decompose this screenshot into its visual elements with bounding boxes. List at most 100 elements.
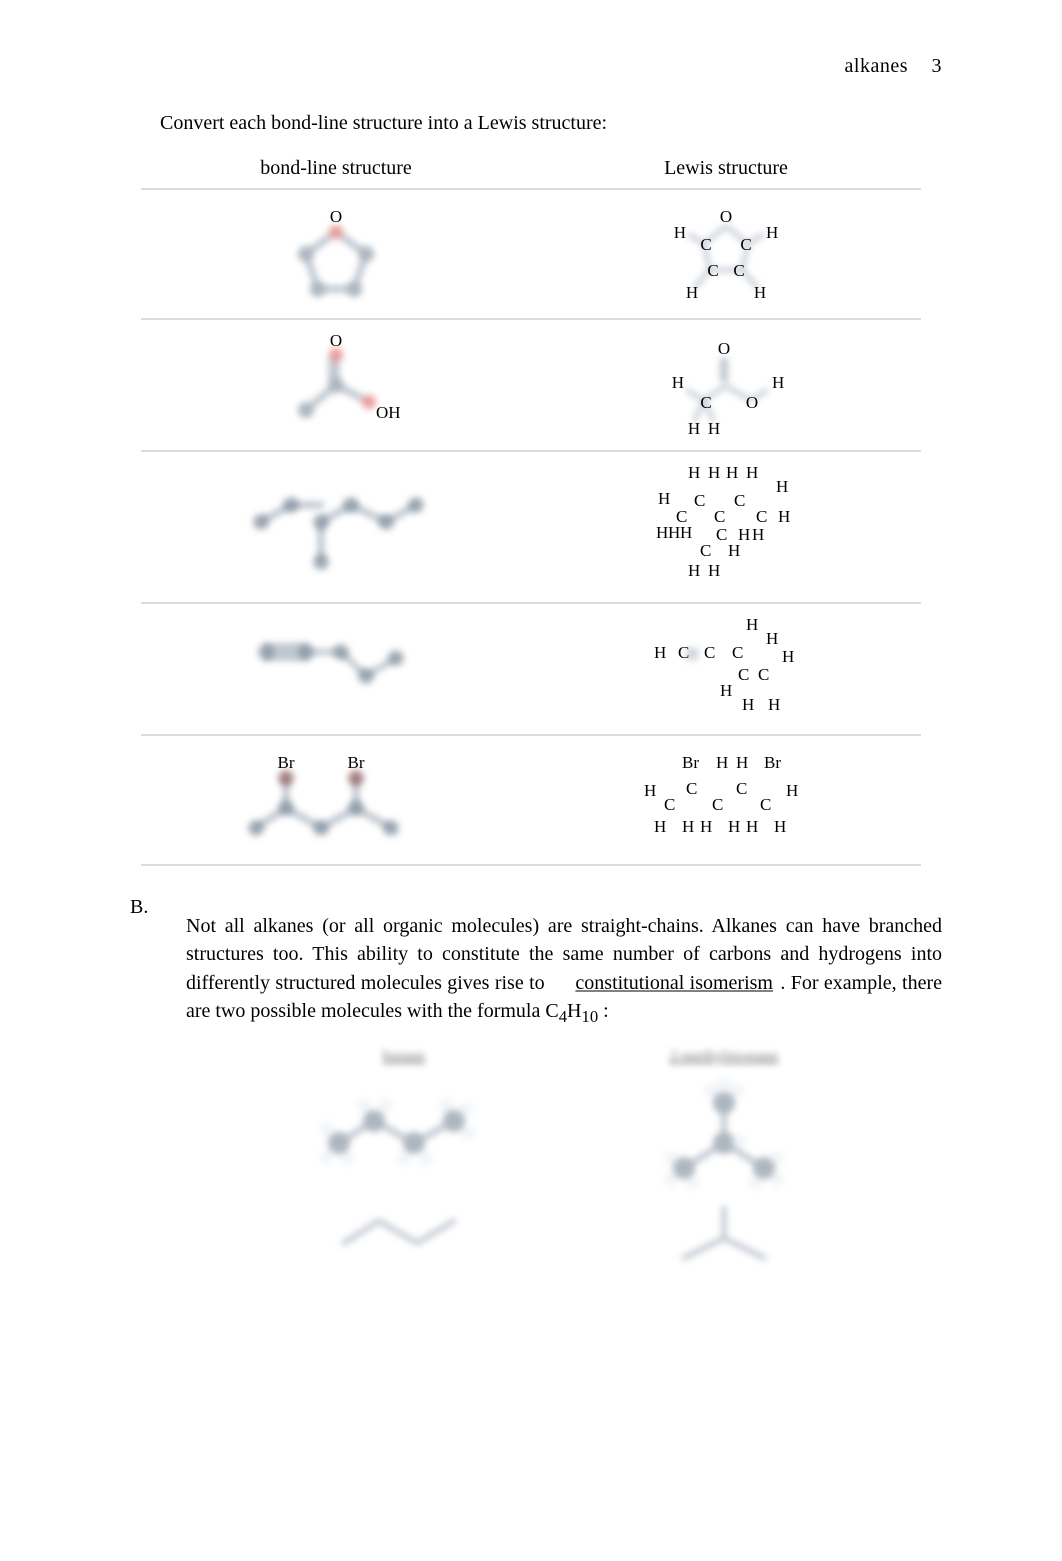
col-header-bondline: bond-line structure [141, 153, 531, 190]
svg-text:C: C [740, 235, 751, 254]
svg-text:C: C [700, 393, 711, 412]
svg-text:H: H [746, 817, 758, 836]
svg-text:H: H [654, 817, 666, 836]
svg-text:C: C [736, 779, 747, 798]
lewis-acetic: O H C O H H H [616, 330, 836, 440]
table-header-row: bond-line structure Lewis structure [141, 153, 921, 190]
lewis-branched: H H H H H H C C C C C H H H H [596, 462, 856, 592]
svg-text:C: C [707, 261, 718, 280]
svg-text:C: C [733, 261, 744, 280]
lewis-alkyne: H H H C C C H C C H H H [596, 614, 856, 724]
isomer-row: butane [186, 1043, 942, 1273]
running-head: alkanes 3 [120, 55, 942, 78]
conversion-table: bond-line structure Lewis structure [141, 153, 921, 866]
bondline-alkyne [236, 614, 436, 724]
atom-label-o: O [330, 207, 342, 226]
bondline-cell: O [141, 190, 531, 320]
svg-text:Br: Br [764, 753, 781, 772]
svg-text:H: H [778, 507, 790, 526]
running-head-page: 3 [932, 55, 943, 77]
svg-text:H: H [672, 373, 684, 392]
svg-text:H: H [752, 525, 764, 544]
section-b-text: Not all alkanes (or all organic molecule… [186, 912, 942, 1029]
bondline-cell [141, 452, 531, 604]
svg-text:H: H [716, 753, 728, 772]
svg-text:H: H [742, 695, 754, 714]
svg-text:H: H [688, 561, 700, 580]
page: alkanes 3 Convert each bond-line structu… [0, 0, 1062, 1561]
svg-text:H: H [682, 817, 694, 836]
svg-text:C: C [700, 541, 711, 560]
svg-text:H: H [668, 523, 680, 542]
bondline-cell: O OH [141, 320, 531, 452]
table-row: H H H H H H C C C C C H H H H [141, 452, 921, 604]
lewis-cell: H H H H H H C C C C C H H H H [531, 452, 921, 604]
svg-text:H: H [680, 523, 692, 542]
svg-text:2-methylpropane: 2-methylpropane [669, 1048, 778, 1065]
svg-text:H: H [786, 781, 798, 800]
conversion-prompt: Convert each bond-line structure into a … [160, 112, 942, 135]
svg-text:H: H [774, 817, 786, 836]
svg-text:H: H [776, 477, 788, 496]
svg-text:C: C [716, 525, 727, 544]
svg-text:H: H [766, 629, 778, 648]
svg-text:O: O [330, 331, 342, 350]
svg-text:H: H [746, 615, 758, 634]
svg-text:C: C [758, 665, 769, 684]
svg-text:H: H [754, 283, 766, 302]
svg-text:C: C [738, 665, 749, 684]
lewis-cell: O H H C C C C H H [531, 190, 921, 320]
table-row: Br Br Br H H Br H C C H C C [141, 736, 921, 866]
svg-text:C: C [694, 491, 705, 510]
isomer-butane: butane [299, 1043, 509, 1273]
svg-text:H: H [656, 523, 668, 542]
svg-text:C: C [664, 795, 675, 814]
svg-text:OH: OH [376, 403, 401, 422]
formula-sub: 4 [559, 1007, 567, 1026]
svg-text:H: H [644, 781, 656, 800]
svg-text:H: H [728, 541, 740, 560]
svg-text:C: C [734, 491, 745, 510]
svg-text:H: H [766, 223, 778, 242]
section-marker: B. [120, 896, 186, 919]
svg-text:H: H [772, 373, 784, 392]
lewis-cell: O H C O H H H [531, 320, 921, 452]
lewis-cell: Br H H Br H C C H C C C H H H H [531, 736, 921, 866]
svg-text:H: H [708, 463, 720, 482]
table-row: O OH [141, 320, 921, 452]
svg-text:H: H [654, 643, 666, 662]
svg-text:C: C [756, 507, 767, 526]
svg-text:O: O [720, 207, 732, 226]
bondline-dibromo: Br Br [226, 750, 446, 850]
svg-text:Br: Br [348, 753, 365, 772]
svg-text:H: H [674, 223, 686, 242]
svg-text:C: C [714, 507, 725, 526]
section-body: Not all alkanes (or all organic molecule… [186, 896, 942, 1273]
butane-figure: butane [299, 1043, 509, 1273]
bondline-cell [141, 604, 531, 736]
svg-text:O: O [746, 393, 758, 412]
text-run: H [567, 1000, 581, 1022]
formula-sub: 10 [581, 1007, 598, 1026]
svg-text:O: O [718, 339, 730, 358]
svg-text:H: H [708, 561, 720, 580]
isobutane-figure: 2-methylpropane [619, 1043, 829, 1273]
table-row: O [141, 190, 921, 320]
svg-text:H: H [720, 681, 732, 700]
svg-text:butane: butane [383, 1048, 426, 1065]
svg-text:H: H [746, 463, 758, 482]
col-header-lewis: Lewis structure [531, 153, 921, 190]
svg-text:C: C [760, 795, 771, 814]
running-head-topic: alkanes [845, 55, 908, 77]
svg-text:H: H [736, 753, 748, 772]
svg-text:Br: Br [278, 753, 295, 772]
svg-text:C: C [732, 643, 743, 662]
svg-text:C: C [712, 795, 723, 814]
bondline-acetic: O OH [261, 330, 411, 440]
lewis-cell: H H H C C C H C C H H H [531, 604, 921, 736]
svg-text:H: H [708, 419, 720, 438]
svg-text:H: H [782, 647, 794, 666]
lewis-furan: O H H C C C C H H [616, 204, 836, 304]
svg-text:H: H [658, 489, 670, 508]
svg-text:Br: Br [682, 753, 699, 772]
